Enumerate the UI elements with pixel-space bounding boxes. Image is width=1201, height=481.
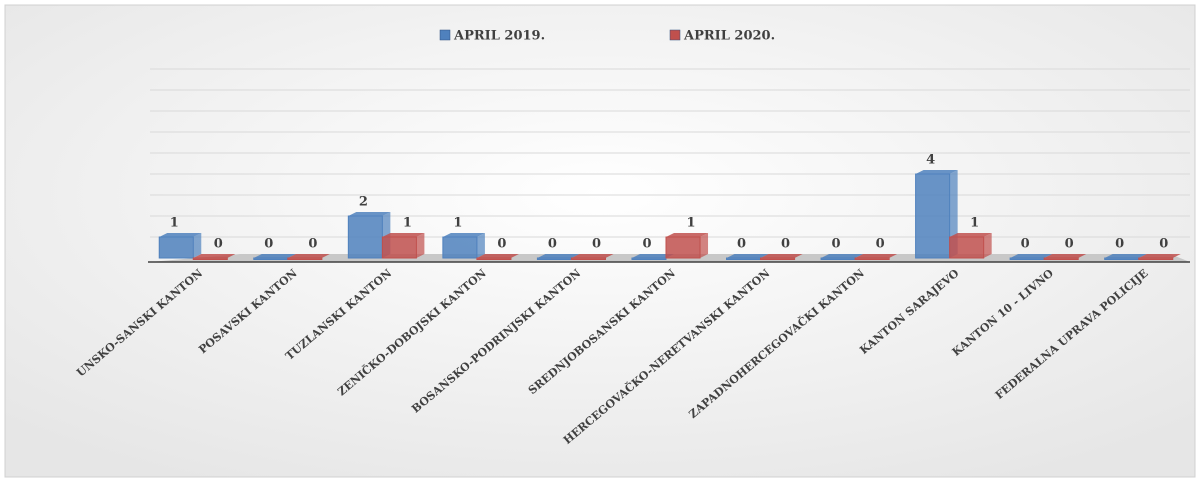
bar (760, 257, 796, 260)
bar (665, 236, 701, 259)
bar (347, 215, 383, 259)
bar-top (855, 254, 898, 258)
bar (726, 257, 762, 260)
bar-top (159, 233, 202, 237)
value-label: 0 (1065, 237, 1074, 252)
value-label: 0 (264, 237, 273, 252)
bar (253, 257, 289, 260)
value-label: 1 (403, 216, 412, 231)
bar (949, 236, 985, 259)
bar (192, 257, 228, 260)
value-label: 1 (453, 216, 462, 231)
bar (442, 236, 478, 259)
bar (1138, 257, 1174, 260)
value-label: 4 (926, 153, 935, 168)
bar-top (821, 254, 864, 258)
bar (820, 257, 856, 260)
legend-swatch (669, 29, 681, 41)
bar-side (700, 233, 709, 258)
bar-top (666, 233, 709, 237)
value-label: 1 (970, 216, 979, 231)
legend-label: APRIL 2020. (683, 29, 775, 44)
value-label: 0 (592, 237, 601, 252)
bar-top (915, 170, 958, 174)
value-label: 0 (214, 237, 223, 252)
bar-top (1010, 254, 1053, 258)
bar-top (348, 212, 391, 216)
bar-top (287, 254, 330, 258)
value-label: 0 (832, 237, 841, 252)
bar-top (726, 254, 769, 258)
bar (1104, 257, 1140, 260)
bar-side (476, 233, 485, 258)
bar (631, 257, 667, 260)
bar-top (631, 254, 674, 258)
value-label: 0 (737, 237, 746, 252)
value-label: 0 (1115, 237, 1124, 252)
bar-top (476, 254, 519, 258)
bar-top (442, 233, 485, 237)
bar (536, 257, 572, 260)
bar-top (760, 254, 803, 258)
legend-swatch (439, 29, 451, 41)
value-label: 0 (308, 237, 317, 252)
bar-top (1104, 254, 1147, 258)
bar (1009, 257, 1045, 260)
value-label: 2 (359, 195, 368, 210)
bar (1043, 257, 1079, 260)
bar (570, 257, 606, 260)
bar-top (1044, 254, 1087, 258)
value-label: 1 (686, 216, 695, 231)
bar (854, 257, 890, 260)
bar-side (983, 233, 992, 258)
bar-side (416, 233, 425, 258)
bar (381, 236, 417, 259)
bar-top (193, 254, 236, 258)
bar (476, 257, 512, 260)
bar-top (253, 254, 296, 258)
bar-top (382, 233, 425, 237)
bar (287, 257, 323, 260)
value-label: 0 (1159, 237, 1168, 252)
value-label: 1 (170, 216, 179, 231)
bar-side (193, 233, 202, 258)
chart-area (4, 4, 1196, 478)
value-label: 0 (497, 237, 506, 252)
bar (158, 236, 194, 259)
value-label: 0 (781, 237, 790, 252)
bar-top (949, 233, 992, 237)
value-label: 0 (642, 237, 651, 252)
bar (915, 173, 951, 259)
value-label: 0 (548, 237, 557, 252)
value-label: 0 (1021, 237, 1030, 252)
legend-label: APRIL 2019. (453, 29, 545, 44)
bar-top (537, 254, 580, 258)
bar-top (571, 254, 614, 258)
bar-top (1138, 254, 1181, 258)
value-label: 0 (876, 237, 885, 252)
